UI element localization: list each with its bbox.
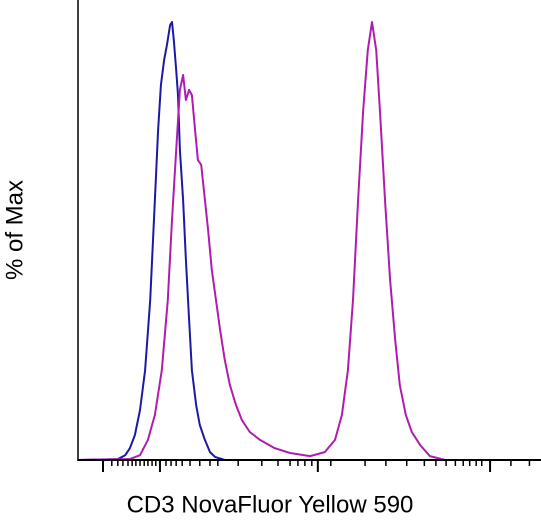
- x-axis-label: CD3 NovaFluor Yellow 590: [127, 491, 414, 518]
- series-line: [77, 21, 541, 461]
- y-axis-label: % of Max: [1, 180, 28, 280]
- series-line: [77, 21, 541, 461]
